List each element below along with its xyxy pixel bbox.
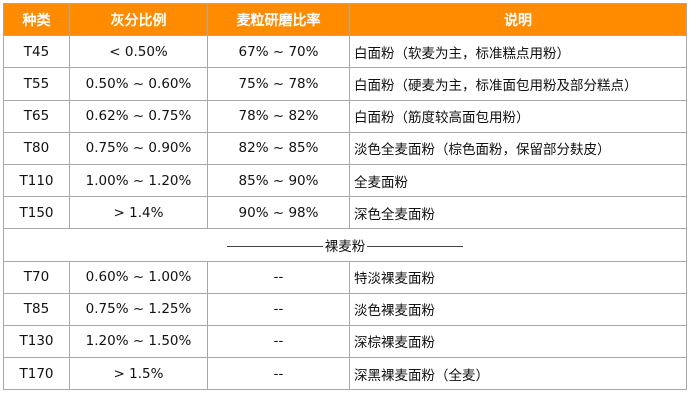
flour-grade-table: 种类 灰分比例 麦粒研磨比率 说明 T45 < 0.50% 67% ~ 70% … <box>3 2 687 391</box>
desc-cell: 全麦面粉 <box>349 163 687 198</box>
table-row: T170 > 1.5% -- 深黑裸麦面粉（全麦） <box>3 357 687 391</box>
type-cell: T150 <box>3 196 70 230</box>
table-row: T55 0.50% ~ 0.60% 75% ~ 78% 白面粉（硬麦为主，标准面… <box>3 67 687 101</box>
ash-cell: 0.50% ~ 0.60% <box>69 67 208 101</box>
ash-cell: 0.75% ~ 1.25% <box>69 292 208 326</box>
ash-cell: 1.00% ~ 1.20% <box>69 163 208 198</box>
type-cell: T170 <box>3 357 70 391</box>
table-row: T70 0.60% ~ 1.00% -- 特淡裸麦面粉 <box>3 260 687 294</box>
extraction-cell: -- <box>207 357 350 391</box>
extraction-cell: 67% ~ 70% <box>207 35 350 69</box>
table-row: T80 0.75% ~ 0.90% 82% ~ 85% 淡色全麦面粉（棕色面粉，… <box>3 131 687 165</box>
type-cell: T110 <box>3 163 70 198</box>
table-row: T45 < 0.50% 67% ~ 70% 白面粉（软麦为主，标准糕点用粉） <box>3 35 687 69</box>
desc-cell: 深色全麦面粉 <box>349 196 687 230</box>
extraction-cell: -- <box>207 292 350 326</box>
ash-cell: 1.20% ~ 1.50% <box>69 324 208 359</box>
type-cell: T55 <box>3 67 70 101</box>
type-cell: T85 <box>3 292 70 326</box>
ash-cell: 0.60% ~ 1.00% <box>69 260 208 294</box>
divider-line-left <box>226 246 323 248</box>
table-row: T65 0.62% ~ 0.75% 78% ~ 82% 白面粉（筋度较高面包用粉… <box>3 99 687 133</box>
ash-cell: 0.75% ~ 0.90% <box>69 131 208 165</box>
desc-cell: 深棕裸麦面粉 <box>349 324 687 359</box>
header-row: 种类 灰分比例 麦粒研磨比率 说明 <box>3 2 687 37</box>
desc-cell: 白面粉（筋度较高面包用粉） <box>349 99 687 133</box>
extraction-cell: 75% ~ 78% <box>207 67 350 101</box>
divider-line-right <box>367 246 464 248</box>
type-cell: T45 <box>3 35 70 69</box>
type-cell: T70 <box>3 260 70 294</box>
table-row: T85 0.75% ~ 1.25% -- 淡色裸麦面粉 <box>3 292 687 326</box>
type-cell: T65 <box>3 99 70 133</box>
section-divider: 裸麦粉 <box>3 228 687 262</box>
extraction-cell: 90% ~ 98% <box>207 196 350 230</box>
ash-cell: < 0.50% <box>69 35 208 69</box>
table-row: T130 1.20% ~ 1.50% -- 深棕裸麦面粉 <box>3 324 687 359</box>
type-cell: T80 <box>3 131 70 165</box>
header-desc: 说明 <box>349 2 687 37</box>
section-row: 裸麦粉 <box>3 228 687 262</box>
desc-cell: 淡色全麦面粉（棕色面粉，保留部分麸皮） <box>349 131 687 165</box>
header-ash: 灰分比例 <box>69 2 208 37</box>
type-cell: T130 <box>3 324 70 359</box>
extraction-cell: 82% ~ 85% <box>207 131 350 165</box>
extraction-cell: 78% ~ 82% <box>207 99 350 133</box>
header-extraction: 麦粒研磨比率 <box>207 2 350 37</box>
table-row: T110 1.00% ~ 1.20% 85% ~ 90% 全麦面粉 <box>3 163 687 198</box>
section-label: 裸麦粉 <box>324 238 366 255</box>
header-type: 种类 <box>3 2 70 37</box>
ash-cell: > 1.4% <box>69 196 208 230</box>
extraction-cell: -- <box>207 260 350 294</box>
extraction-cell: 85% ~ 90% <box>207 163 350 198</box>
desc-cell: 白面粉（硬麦为主，标准面包用粉及部分糕点） <box>349 67 687 101</box>
table-row: T150 > 1.4% 90% ~ 98% 深色全麦面粉 <box>3 196 687 230</box>
extraction-cell: -- <box>207 324 350 359</box>
ash-cell: > 1.5% <box>69 357 208 391</box>
desc-cell: 淡色裸麦面粉 <box>349 292 687 326</box>
desc-cell: 白面粉（软麦为主，标准糕点用粉） <box>349 35 687 69</box>
desc-cell: 特淡裸麦面粉 <box>349 260 687 294</box>
ash-cell: 0.62% ~ 0.75% <box>69 99 208 133</box>
desc-cell: 深黑裸麦面粉（全麦） <box>349 357 687 391</box>
